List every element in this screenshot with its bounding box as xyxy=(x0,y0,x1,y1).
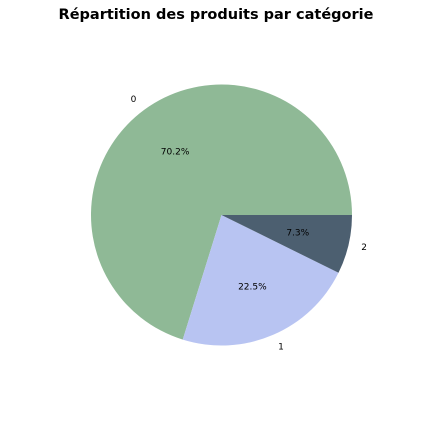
percent-label-2: 7.3% xyxy=(286,228,309,238)
pie-slice-1 xyxy=(182,215,339,346)
category-label-0: 0 xyxy=(131,95,137,105)
chart-title: Répartition des produits par catégorie xyxy=(58,7,374,23)
pie-slice-0 xyxy=(90,84,353,340)
pie-slice-2 xyxy=(221,215,352,273)
percent-label-0: 70.2% xyxy=(161,147,190,157)
category-label-2: 2 xyxy=(361,243,367,253)
category-label-1: 1 xyxy=(278,342,284,352)
pie-slices xyxy=(90,84,353,346)
pie-labels: 0 70.2% 1 22.5% 2 7.3% xyxy=(131,95,367,353)
percent-label-1: 22.5% xyxy=(238,282,267,292)
